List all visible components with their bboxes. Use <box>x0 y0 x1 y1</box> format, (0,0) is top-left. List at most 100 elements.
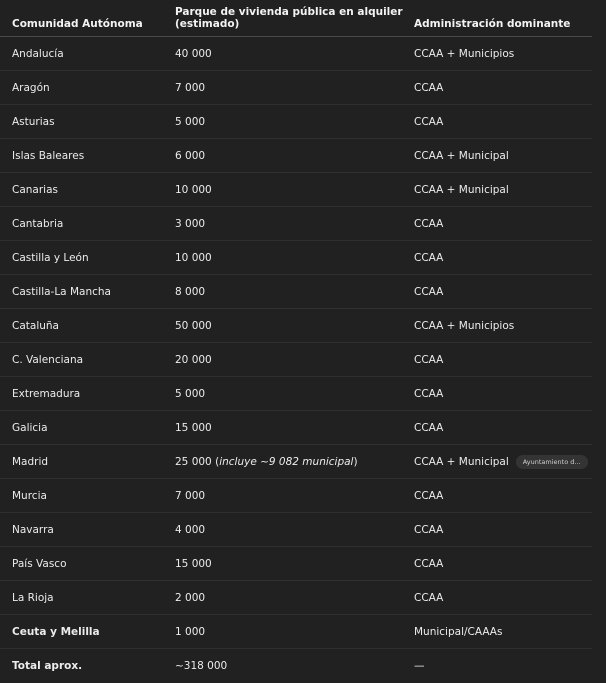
admin-cell: CCAA <box>414 377 592 411</box>
admin-value: CCAA <box>414 81 444 94</box>
region-cell: Navarra <box>12 523 54 536</box>
table-row: Castilla y León 10 000 CCAA <box>0 241 592 275</box>
admin-value: CCAA <box>414 285 444 298</box>
stock-cell: 5 000 <box>175 377 414 411</box>
admin-cell: CCAA + Municipal <box>414 173 592 207</box>
stock-value: 25 000 <box>175 455 212 468</box>
stock-value: 5 000 <box>175 387 206 400</box>
admin-value: CCAA <box>414 557 444 570</box>
table-row: Asturias 5 000 CCAA <box>0 105 592 139</box>
stock-value: 2 000 <box>175 591 206 604</box>
admin-value: Municipal/CAAAs <box>414 625 503 638</box>
stock-cell: 10 000 <box>175 173 414 207</box>
stock-value: 10 000 <box>175 251 212 264</box>
stock-cell: 15 000 <box>175 411 414 445</box>
table-row: Extremadura 5 000 CCAA <box>0 377 592 411</box>
admin-cell: CCAA + Municipal <box>414 139 592 173</box>
table-row: Madrid 25 000 (incluye ~9 082 municipal)… <box>0 445 592 479</box>
stock-cell: 7 000 <box>175 479 414 513</box>
admin-cell: CCAA <box>414 71 592 105</box>
admin-cell: Municipal/CAAAs <box>414 615 592 649</box>
region-cell: País Vasco <box>12 557 67 570</box>
admin-cell: — <box>414 649 592 683</box>
table-row: Murcia 7 000 CCAA <box>0 479 592 513</box>
region-cell: Cantabria <box>12 217 64 230</box>
region-cell: Castilla y León <box>12 251 89 264</box>
stock-value: 15 000 <box>175 421 212 434</box>
stock-value: 10 000 <box>175 183 212 196</box>
admin-value: CCAA <box>414 523 444 536</box>
table-row: Castilla-La Mancha 8 000 CCAA <box>0 275 592 309</box>
stock-cell: 7 000 <box>175 71 414 105</box>
admin-value: CCAA + Municipal <box>414 455 509 468</box>
stock-value: 7 000 <box>175 489 206 502</box>
admin-cell: CCAA <box>414 411 592 445</box>
region-cell: C. Valenciana <box>12 353 84 366</box>
stock-cell: 25 000 (incluye ~9 082 municipal) <box>175 455 358 468</box>
stock-cell: 6 000 <box>175 139 414 173</box>
region-cell: Canarias <box>12 183 58 196</box>
source-badge[interactable]: Ayuntamiento d... <box>515 454 588 469</box>
stock-value: 5 000 <box>175 115 206 128</box>
region-cell: Extremadura <box>12 387 81 400</box>
region-cell: Andalucía <box>12 47 64 60</box>
header-admin: Administración dominante <box>414 18 571 30</box>
region-cell: Total aprox. <box>12 659 83 672</box>
table-row: Cantabria 3 000 CCAA <box>0 207 592 241</box>
admin-cell: CCAA + Municipios <box>414 37 592 71</box>
admin-cell: CCAA <box>414 241 592 275</box>
stock-value: 7 000 <box>175 81 206 94</box>
stock-value: 6 000 <box>175 149 206 162</box>
admin-value: CCAA + Municipios <box>414 319 515 332</box>
stock-value: 4 000 <box>175 523 206 536</box>
stock-cell: 15 000 <box>175 547 414 581</box>
stock-cell: 1 000 <box>175 615 414 649</box>
table-row: Total aprox. ~318 000 — <box>0 649 592 683</box>
stock-value: ~318 000 <box>175 659 228 672</box>
admin-cell: CCAA <box>414 479 592 513</box>
admin-value: CCAA <box>414 387 444 400</box>
admin-cell: CCAA <box>414 581 592 615</box>
stock-cell: 50 000 <box>175 309 414 343</box>
stock-cell: 2 000 <box>175 581 414 615</box>
admin-cell: CCAA <box>414 207 592 241</box>
region-cell: Castilla-La Mancha <box>12 285 111 298</box>
table-row: Ceuta y Melilla 1 000 Municipal/CAAAs <box>0 615 592 649</box>
admin-cell: CCAA <box>414 547 592 581</box>
stock-value: 1 000 <box>175 625 206 638</box>
admin-cell: CCAA <box>414 105 592 139</box>
table-row: Andalucía 40 000 CCAA + Municipios <box>0 37 592 71</box>
region-cell: Madrid <box>12 455 49 468</box>
region-cell: Aragón <box>12 81 50 94</box>
admin-cell: CCAA <box>414 275 592 309</box>
stock-value: 50 000 <box>175 319 212 332</box>
stock-cell: 10 000 <box>175 241 414 275</box>
region-cell: Ceuta y Melilla <box>12 625 100 638</box>
table-row: Navarra 4 000 CCAA <box>0 513 592 547</box>
admin-value: CCAA <box>414 591 444 604</box>
stock-value: 8 000 <box>175 285 206 298</box>
table-row: La Rioja 2 000 CCAA <box>0 581 592 615</box>
stock-value: 40 000 <box>175 47 212 60</box>
admin-value: CCAA <box>414 353 444 366</box>
stock-value: 3 000 <box>175 217 206 230</box>
stock-cell: 4 000 <box>175 513 414 547</box>
admin-value: CCAA <box>414 489 444 502</box>
stock-cell: 3 000 <box>175 207 414 241</box>
region-cell: Murcia <box>12 489 47 502</box>
admin-value: CCAA + Municipal <box>414 183 509 196</box>
admin-value: CCAA <box>414 217 444 230</box>
table-row: C. Valenciana 20 000 CCAA <box>0 343 592 377</box>
table-row: Islas Baleares 6 000 CCAA + Municipal <box>0 139 592 173</box>
admin-cell: CCAA + Municipios <box>414 309 592 343</box>
housing-table: Comunidad Autónoma Parque de vivienda pú… <box>0 6 592 683</box>
header-region: Comunidad Autónoma <box>12 18 143 30</box>
admin-cell: CCAA + Municipal Ayuntamiento d... <box>414 445 592 479</box>
admin-cell: CCAA <box>414 513 592 547</box>
admin-value: CCAA <box>414 251 444 264</box>
admin-value: CCAA + Municipal <box>414 149 509 162</box>
region-cell: Cataluña <box>12 319 59 332</box>
table-row: País Vasco 15 000 CCAA <box>0 547 592 581</box>
stock-cell: ~318 000 <box>175 649 414 683</box>
stock-note: incluye ~9 082 municipal <box>219 455 354 468</box>
